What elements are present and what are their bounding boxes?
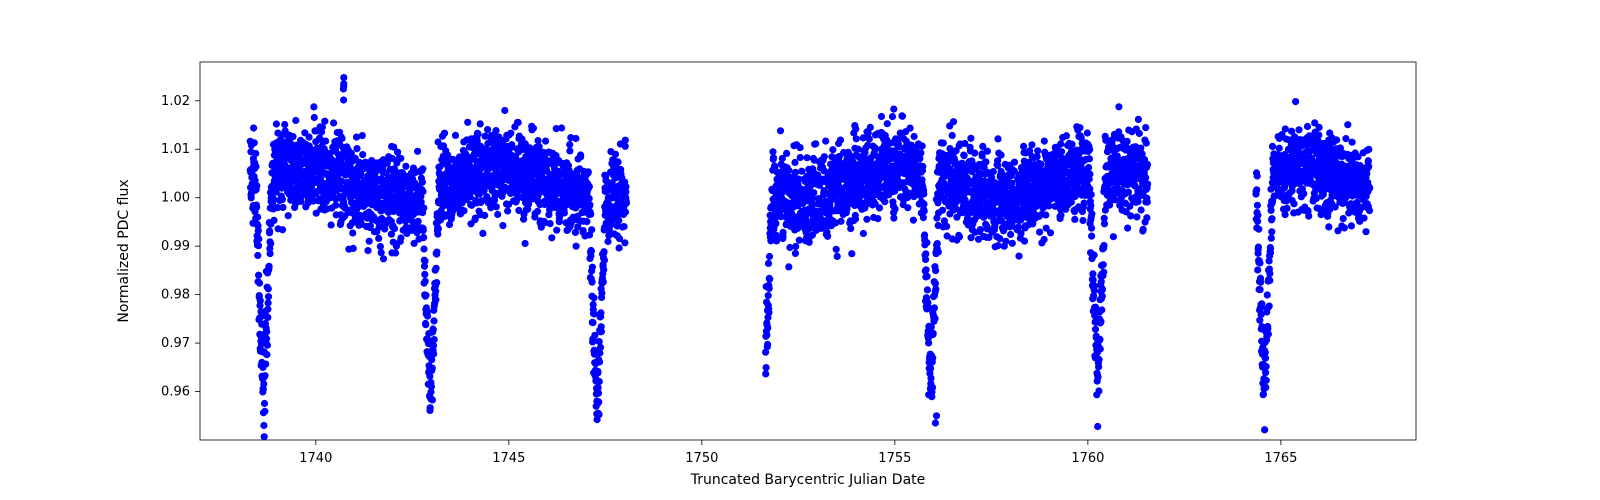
x-tick-label: 1765: [1264, 451, 1297, 466]
x-tick-label: 1745: [492, 451, 525, 466]
y-tick-label: 0.96: [161, 385, 190, 400]
y-tick-label: 0.98: [161, 288, 190, 303]
x-tick-label: 1740: [299, 451, 332, 466]
lightcurve-scatter-chart: 174017451750175517601765 0.960.970.980.9…: [0, 0, 1600, 500]
y-tick-label: 1.00: [161, 191, 190, 206]
x-tick-label: 1760: [1071, 451, 1104, 466]
y-tick-label: 1.01: [161, 142, 190, 157]
y-tick-label: 0.97: [161, 336, 190, 351]
y-axis-ticks: 0.96 0.97 0.98 0.99 1.00 1.01 1.02: [161, 94, 200, 400]
y-axis-label: Normalized PDC flux: [116, 179, 132, 322]
x-tick-label: 1755: [878, 451, 911, 466]
y-tick-label: 0.99: [161, 239, 190, 254]
chart-svg: 174017451750175517601765 0.960.970.980.9…: [0, 0, 1600, 500]
x-tick-label: 1750: [685, 451, 718, 466]
x-axis-ticks: 1740 1745 1750 1755 1760 1765: [299, 440, 1297, 466]
y-tick-label: 1.02: [161, 94, 190, 109]
x-axis-label: Truncated Barycentric Julian Date: [690, 472, 926, 488]
